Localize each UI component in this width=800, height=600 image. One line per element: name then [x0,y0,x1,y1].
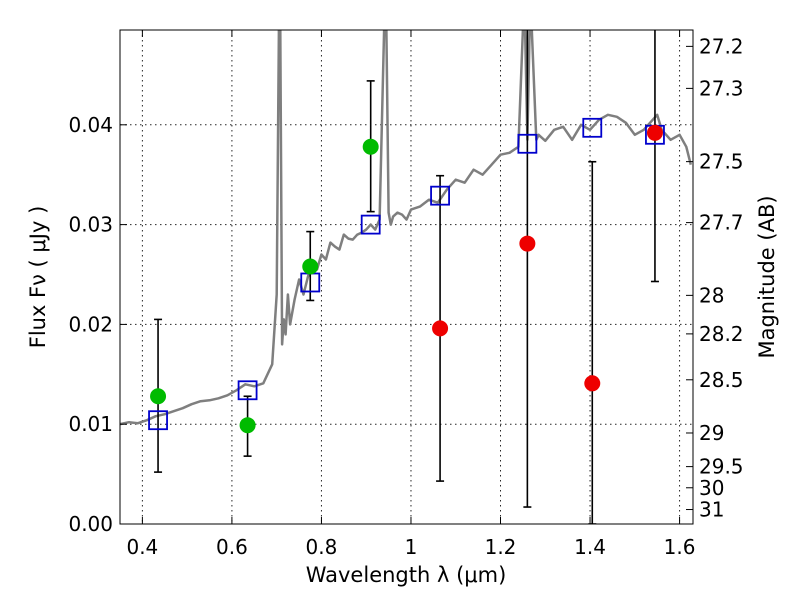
y-tick-label: 0.02 [68,312,113,336]
y2-tick-label: 27.5 [699,150,744,174]
x-tick-label: 0.6 [216,535,248,559]
x-tick-label: 1 [405,535,418,559]
axis-ticks: 0.4 0.6 0.8 1 1.2 1.4 1.6 0.00 0.01 0.02 0.03 0.04 2… [68,30,744,559]
y-tick-label: 0.04 [68,113,113,137]
y2-tick-label: 27.7 [699,211,744,235]
model-point-square [237,380,258,401]
y2-tick-label: 28.5 [699,368,744,392]
photometry-point [432,320,449,337]
y2-tick-label: 30 [699,476,724,500]
photometry-point [362,138,379,155]
y2-tick-label: 28 [699,283,724,307]
y2-tick-label: 29 [699,421,724,445]
y2-tick-label: 29.5 [699,455,744,479]
model-point-square [517,133,538,154]
y-tick-label: 0.01 [68,412,113,436]
photometry-point [584,375,601,392]
plot-frame [119,29,694,525]
x-tick-label: 1.4 [574,535,606,559]
model-point-square [148,410,168,431]
photometry-point [646,124,663,141]
spectrum-line [120,30,693,426]
model-point-square [582,117,603,138]
x-tick-label: 0.4 [126,535,158,559]
photometry-point [239,417,256,434]
photometry-point [150,388,167,405]
y2-tick-label: 31 [699,498,724,522]
y-tick-label: 0.00 [68,512,113,536]
photometry-point [519,235,536,252]
x-axis-label: Wavelength λ (μm) [306,563,507,587]
y2-tick-label: 28.2 [699,322,744,346]
y2-tick-label: 27.2 [699,34,744,58]
model-point-square [360,214,381,235]
y-axis-label: Flux Fν ( μJy ) [26,206,50,349]
photometry-point [302,258,319,275]
model-point-square [430,185,450,206]
y2-axis-label: Magnitude (AB) [755,195,779,358]
y2-tick-label: 27.3 [699,76,744,100]
y-tick-label: 0.03 [68,213,113,237]
grid [120,30,693,524]
x-tick-label: 1.6 [664,535,696,559]
plot-area [120,30,693,524]
plot-background [120,30,693,524]
x-tick-label: 1.2 [485,535,517,559]
x-tick-label: 0.8 [306,535,338,559]
